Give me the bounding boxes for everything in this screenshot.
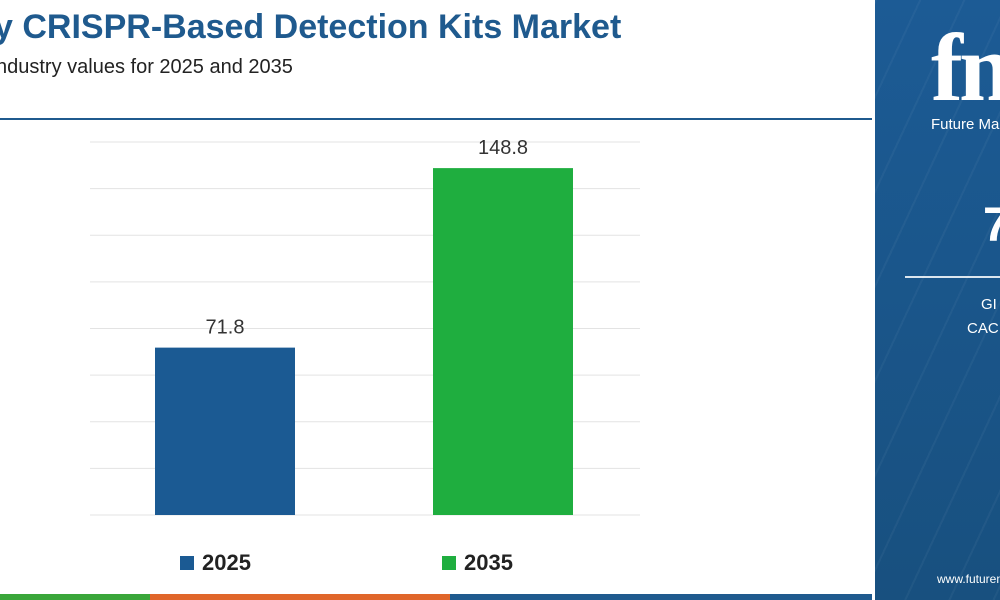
website-link[interactable]: www.futuremarketinsights.com <box>937 572 1000 586</box>
legend-label-2035: 2035 <box>464 550 513 575</box>
brand-side-panel: fmi Future Market Insights 7 GI CAC www.… <box>875 0 1000 600</box>
bar-2025 <box>155 347 295 515</box>
fmi-logo-icon: fmi <box>931 14 1000 121</box>
side-label-gi: GI <box>981 296 997 313</box>
legend-item-2035: 2035 <box>442 550 513 576</box>
legend-label-2025: 2025 <box>202 550 251 575</box>
side-divider <box>905 276 1000 278</box>
side-label-cagr: CAC <box>967 320 999 337</box>
highlight-value: 7 <box>983 199 1000 252</box>
data-label-2025: 71.8 <box>206 317 245 339</box>
bar-chart: 71.8 148.8 <box>90 137 640 516</box>
legend-swatch-2025 <box>180 556 194 570</box>
legend-item-2025: 2025 <box>180 550 251 576</box>
stripe-segment-orange <box>150 594 450 600</box>
brand-name: Future Market Insights <box>931 116 1000 133</box>
data-label-2035: 148.8 <box>478 137 528 159</box>
legend-swatch-2035 <box>442 556 456 570</box>
chart-title: y CRISPR-Based Detection Kits Market <box>0 8 622 46</box>
bar-2035 <box>433 168 573 516</box>
stripe-segment-green <box>0 594 150 600</box>
chart-subtitle: ndustry values for 2025 and 2035 <box>0 56 293 78</box>
stripe-segment-blue <box>450 594 872 600</box>
bottom-color-stripe <box>0 594 872 600</box>
header-divider <box>0 118 872 120</box>
